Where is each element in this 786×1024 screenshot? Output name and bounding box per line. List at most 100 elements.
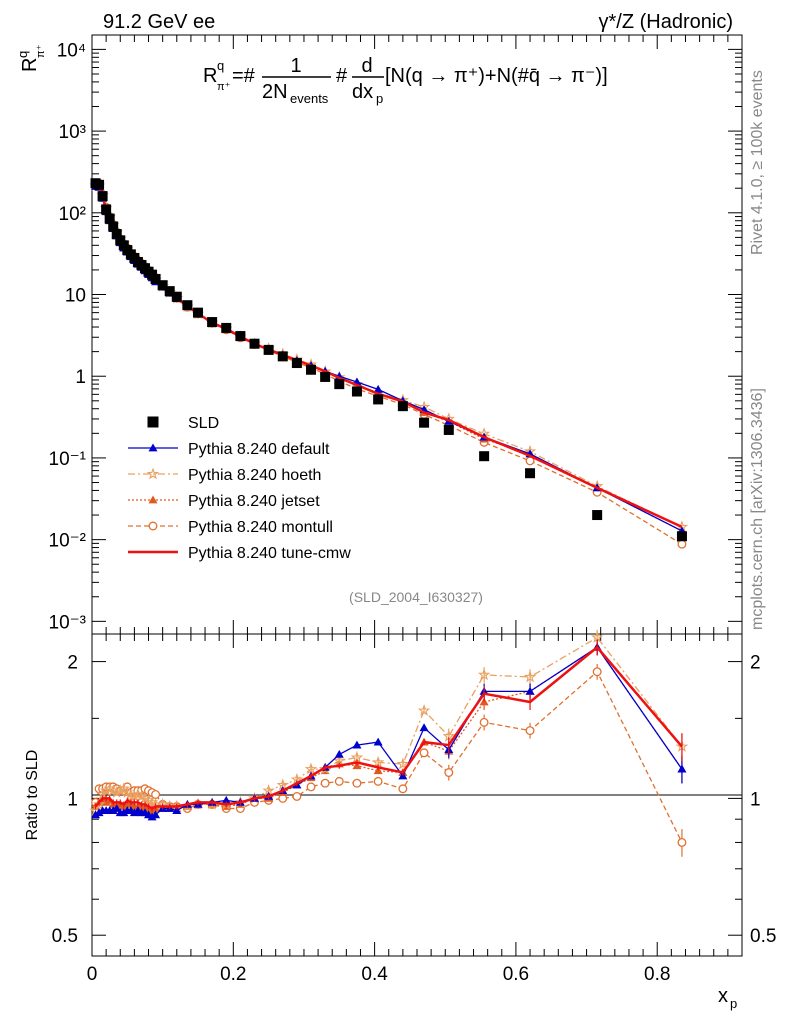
svg-text:1: 1: [290, 55, 301, 77]
main-point-data: [104, 213, 115, 224]
main-point-data: [334, 379, 345, 390]
main-point-data: [97, 191, 108, 202]
svg-text:#: #: [336, 65, 348, 87]
ratio-point-hoeth: [417, 704, 431, 716]
main-axes: 10⁴ 10³ 10² 10 1 10⁻¹ 10⁻² 10⁻³: [49, 35, 743, 634]
ratio-y-tick-label: 0.5: [52, 926, 78, 947]
ratio-point-hoeth: [396, 757, 410, 770]
legend-entry-data: SLD: [147, 415, 219, 432]
main-point-data: [94, 179, 105, 190]
ratio-point-montull: [677, 837, 687, 847]
ratio-y-axis-label: Ratio to SLD: [24, 750, 41, 841]
ratio-point-montull: [444, 768, 454, 778]
main-point-data: [150, 273, 161, 284]
ratio-point-default: [112, 804, 122, 812]
main-series-cmw: [95, 183, 683, 529]
ratio-y-tick-label: 2: [67, 653, 78, 674]
main-point-data: [164, 286, 175, 297]
legend-marker-jetset: [148, 495, 158, 504]
legend-entry-montull: Pythia 8.240 montull: [128, 519, 333, 536]
ratio-line-hoeth: [94, 636, 683, 811]
ratio-series-cmw: [94, 639, 683, 812]
x-tick-label: 0.6: [503, 964, 529, 985]
main-point-data: [221, 322, 232, 333]
svg-text:2N: 2N: [262, 81, 288, 103]
ratio-point-montull: [479, 717, 489, 727]
legend-marker-hoeth: [146, 467, 160, 480]
legend-label-hoeth: Pythia 8.240 hoeth: [188, 467, 321, 484]
main-point-montull: [677, 539, 687, 549]
ratio-y-tick-label-right: 1: [750, 789, 761, 810]
legend-label-montull: Pythia 8.240 montull: [188, 519, 333, 536]
svg-text:R: R: [19, 58, 41, 72]
ratio-point-montull: [306, 782, 316, 792]
formula: R q π⁺ =# 1 2N events # d dx p [N(q → π⁺…: [203, 55, 608, 106]
ratio-point-default: [108, 806, 118, 814]
main-y-tick-label: 10⁻³: [49, 612, 87, 633]
svg-text:x: x: [718, 985, 728, 1007]
main-y-tick-label: 10⁻¹: [49, 449, 87, 470]
ratio-point-montull: [320, 778, 330, 788]
ratio-point-hoeth: [371, 755, 385, 768]
ratio-point-default: [373, 737, 383, 746]
ratio-point-montull: [419, 748, 429, 758]
x-tick-label: 0.2: [220, 964, 246, 985]
main-point-data: [419, 417, 430, 428]
ratio-point-montull: [151, 790, 161, 799]
legend-entry-default: Pythia 8.240 default: [128, 441, 330, 458]
main-point-default: [373, 384, 383, 393]
main-y-tick-label: 10³: [59, 122, 86, 143]
svg-text:q: q: [217, 58, 224, 73]
ratio-series-hoeth: [89, 629, 689, 816]
legend-label-default: Pythia 8.240 default: [188, 441, 330, 458]
ratio-point-hoeth: [477, 668, 491, 681]
ratio-point-montull: [352, 778, 362, 788]
ratio-point-default: [352, 740, 362, 749]
ratio-point-montull: [373, 776, 383, 786]
main-point-data: [320, 371, 331, 382]
ratio-point-default: [147, 812, 157, 821]
ratio-point-montull: [592, 667, 602, 677]
rivet-version-text: Rivet 4.1.0, ≥ 100k events: [749, 70, 766, 255]
ratio-point-default: [91, 810, 101, 819]
ratio-point-default: [151, 810, 161, 819]
ratio-point-hoeth: [304, 762, 318, 775]
legend-entry-cmw: Pythia 8.240 tune-cmw: [128, 545, 351, 562]
ratio-point-montull: [525, 726, 535, 736]
x-tick-label: 0.8: [644, 964, 670, 985]
ratio-point-hoeth: [523, 670, 537, 683]
x-axis-label: x_p x p: [718, 985, 737, 1011]
ratio-point-default: [172, 806, 182, 814]
svg-text:R: R: [203, 65, 217, 87]
main-point-data: [397, 401, 408, 412]
main-point-data: [207, 317, 218, 328]
ratio-point-default: [129, 808, 139, 817]
ratio-y-tick-label-right: 0.5: [750, 926, 776, 947]
legend-label-cmw: Pythia 8.240 tune-cmw: [188, 545, 351, 562]
ratio-point-montull: [292, 791, 302, 801]
svg-text:q: q: [15, 51, 30, 58]
legend: SLD Pythia 8.240 default Pythia 8.240 hoet…: [128, 415, 351, 562]
main-point-data: [443, 424, 454, 435]
main-y-tick-label: 10⁴: [57, 40, 86, 61]
main-y-tick-label: 10²: [59, 204, 86, 225]
main-point-data: [263, 344, 274, 355]
ratio-series-montull: [91, 663, 687, 857]
main-point-data: [182, 300, 193, 311]
svg-text:events: events: [290, 91, 329, 106]
main-line-cmw: [95, 183, 683, 529]
legend-entry-jetset: Pythia 8.240 jetset: [128, 493, 320, 510]
ratio-series-group: [89, 629, 689, 857]
main-point-data: [373, 394, 384, 405]
ratio-point-default: [334, 749, 344, 758]
svg-text:p: p: [376, 91, 383, 106]
main-series-group: [89, 178, 689, 549]
main-point-data: [108, 221, 119, 232]
header-process: γ*/Z (Hadronic): [599, 11, 733, 33]
main-point-data: [192, 307, 203, 318]
ratio-point-hoeth: [591, 630, 604, 643]
ratio-point-default: [677, 764, 687, 773]
main-point-data: [171, 291, 182, 302]
main-point-data: [525, 468, 536, 479]
